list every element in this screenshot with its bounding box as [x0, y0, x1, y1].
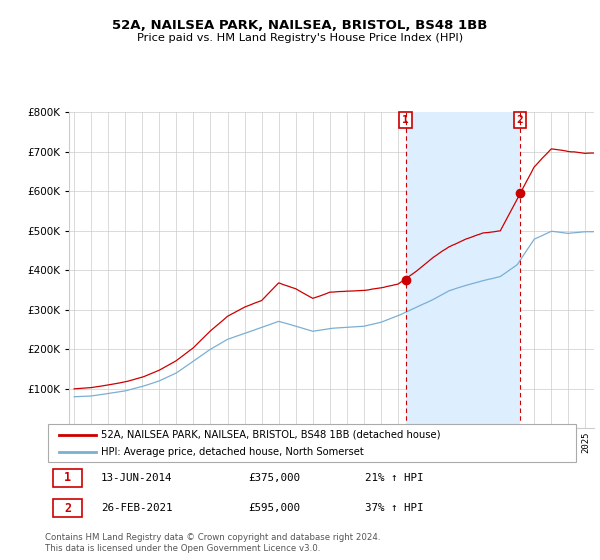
Text: Contains HM Land Registry data © Crown copyright and database right 2024.: Contains HM Land Registry data © Crown c… [45, 533, 380, 542]
Text: 52A, NAILSEA PARK, NAILSEA, BRISTOL, BS48 1BB (detached house): 52A, NAILSEA PARK, NAILSEA, BRISTOL, BS4… [101, 430, 440, 440]
Text: 2: 2 [517, 115, 523, 125]
Text: 21% ↑ HPI: 21% ↑ HPI [365, 473, 424, 483]
FancyBboxPatch shape [48, 424, 576, 462]
Text: HPI: Average price, detached house, North Somerset: HPI: Average price, detached house, Nort… [101, 447, 364, 457]
Text: £375,000: £375,000 [248, 473, 301, 483]
Text: 37% ↑ HPI: 37% ↑ HPI [365, 503, 424, 514]
Text: 1: 1 [402, 115, 409, 125]
Text: 13-JUN-2014: 13-JUN-2014 [101, 473, 172, 483]
Text: £595,000: £595,000 [248, 503, 301, 514]
Text: 2: 2 [64, 502, 71, 515]
Text: This data is licensed under the Open Government Licence v3.0.: This data is licensed under the Open Gov… [45, 544, 320, 553]
Text: 1: 1 [64, 471, 71, 484]
FancyBboxPatch shape [53, 500, 82, 517]
Bar [406, 112, 520, 428]
Text: 52A, NAILSEA PARK, NAILSEA, BRISTOL, BS48 1BB: 52A, NAILSEA PARK, NAILSEA, BRISTOL, BS4… [112, 18, 488, 32]
FancyBboxPatch shape [53, 469, 82, 487]
Text: 26-FEB-2021: 26-FEB-2021 [101, 503, 172, 514]
Text: Price paid vs. HM Land Registry's House Price Index (HPI): Price paid vs. HM Land Registry's House … [137, 32, 463, 43]
